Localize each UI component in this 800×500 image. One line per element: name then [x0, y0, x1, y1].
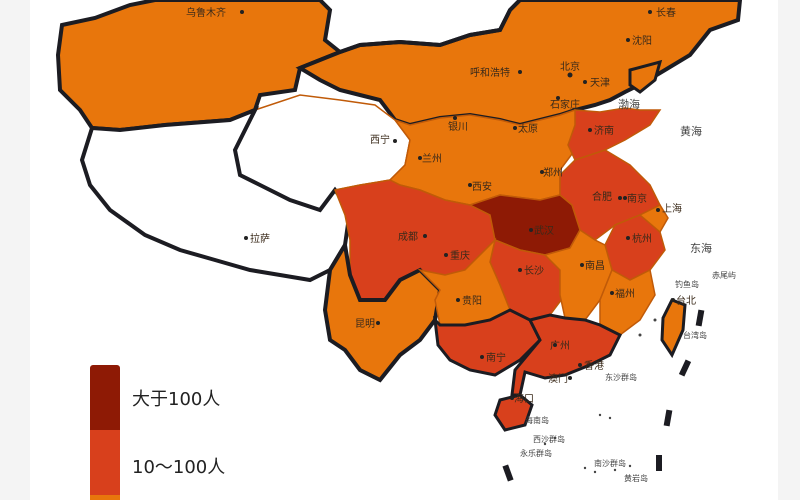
sea-donghai: 东海 [690, 241, 712, 255]
region-xinjiang [55, 0, 344, 133]
island-huangyan: 黄岩岛 [624, 473, 648, 483]
city-shijiazhuang: 石家庄 [550, 98, 580, 111]
city-chengdu: 成都 [398, 231, 418, 243]
island-dongsha: 东沙群岛 [605, 372, 637, 382]
city-taibei: 台北 [676, 294, 696, 307]
region-shandong [567, 107, 662, 161]
city-urumqi: 乌鲁木齐 [186, 6, 226, 19]
city-aomen: 澳门 [548, 372, 568, 385]
city-nanjing: 南京 [627, 192, 647, 205]
city-jinan: 济南 [594, 124, 614, 137]
city-xianggang: 香港 [584, 360, 604, 372]
city-changchun: 长春 [656, 7, 676, 19]
city-shanghai: 上海 [662, 202, 682, 215]
city-xining: 西宁 [370, 133, 390, 146]
city-zhengzhou: 郑州 [543, 166, 563, 179]
city-lhasa: 拉萨 [250, 232, 270, 245]
region-hainan [493, 393, 534, 432]
city-fuzhou: 福州 [615, 287, 635, 300]
city-markers [240, 10, 675, 400]
city-kunming: 昆明 [355, 318, 375, 330]
island-nansha: 南沙群岛 [594, 458, 626, 468]
nine-dash-line [502, 309, 705, 482]
legend-swatch-high [90, 365, 120, 430]
city-yinchuan: 银川 [448, 120, 468, 133]
city-nanning: 南宁 [486, 351, 506, 364]
region-guizhou [417, 237, 511, 326]
legend-swatch-mid [90, 430, 120, 495]
city-haikou: 海口 [514, 392, 534, 405]
city-lanzhou: 兰州 [422, 152, 442, 165]
region-taiwan [660, 298, 687, 359]
island-labels: 钓鱼岛 赤尾屿 台湾岛 东沙群岛 海南岛 西沙群岛 永乐群岛 南沙群岛 黄岩岛 [520, 271, 736, 483]
city-guiyang: 贵阳 [462, 294, 482, 307]
island-hainan: 海南岛 [525, 415, 549, 425]
city-shenyang: 沈阳 [632, 34, 652, 47]
island-xisha: 西沙群岛 [533, 434, 565, 444]
island-diaoyu: 钓鱼岛 [675, 279, 699, 289]
island-dots [543, 318, 657, 474]
sea-bohai: 渤海 [618, 97, 640, 111]
city-guangzhou: 广州 [550, 340, 570, 352]
map-frame: 乌鲁木齐 长春 沈阳 呼和浩特 北京 天津 石家庄 银川 太原 济南 西宁 兰州… [30, 0, 778, 500]
island-chiwei: 赤尾屿 [712, 271, 736, 280]
city-nanchang: 南昌 [585, 259, 605, 272]
city-wuhan: 武汉 [534, 224, 554, 237]
legend-label-high: 大于100人 [132, 389, 221, 410]
city-taiyuan: 太原 [518, 122, 538, 135]
city-chongqing: 重庆 [450, 249, 470, 262]
city-changsha: 长沙 [524, 265, 544, 277]
china-map: 乌鲁木齐 长春 沈阳 呼和浩特 北京 天津 石家庄 银川 太原 济南 西宁 兰州… [55, 0, 743, 483]
city-xian: 西安 [472, 180, 492, 193]
legend: 大于100人 10～100人 [90, 365, 310, 500]
city-tianjin: 天津 [590, 77, 610, 89]
sea-huanghai: 黄海 [680, 124, 702, 138]
region-guangdong [510, 313, 623, 397]
region-liaodong [628, 59, 663, 94]
city-labels: 乌鲁木齐 长春 沈阳 呼和浩特 北京 天津 石家庄 银川 太原 济南 西宁 兰州… [186, 6, 696, 405]
island-taiwan: 台湾岛 [683, 330, 707, 340]
city-beijing: 北京 [560, 60, 580, 73]
sea-labels: 渤海 黄海 东海 [618, 97, 712, 255]
legend-label-mid: 10～100人 [132, 457, 226, 478]
national-border-north [339, 0, 522, 54]
legend-swatch-low [90, 495, 120, 500]
city-hohhot: 呼和浩特 [470, 67, 510, 79]
city-hangzhou: 杭州 [632, 232, 652, 245]
island-yongle: 永乐群岛 [520, 448, 552, 458]
region-fujian [599, 268, 656, 336]
city-hefei: 合肥 [592, 190, 612, 203]
